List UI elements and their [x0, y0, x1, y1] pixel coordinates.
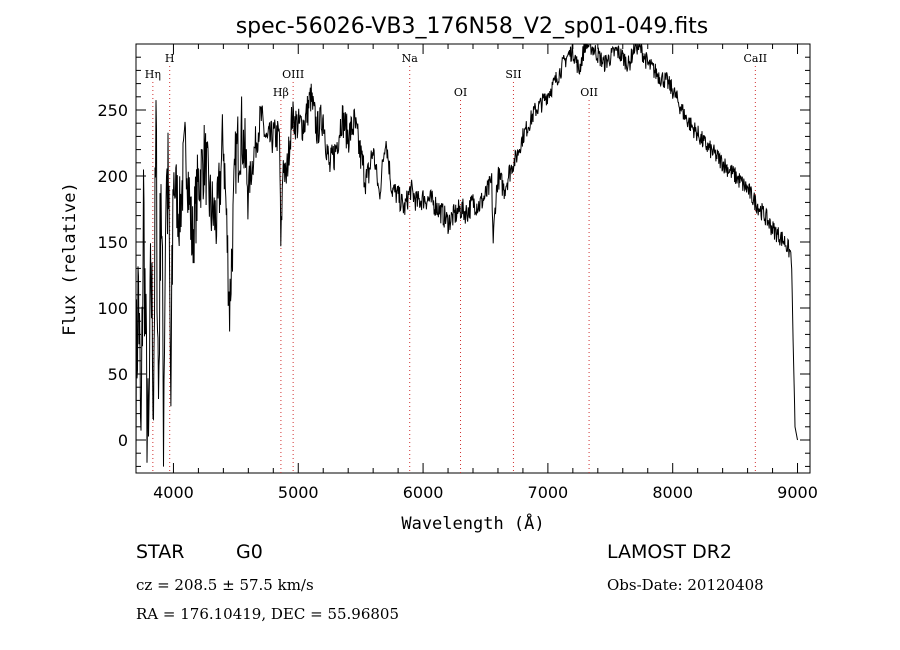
x-tick-label: 7000 [528, 483, 569, 502]
x-axis-label: Wavelength (Å) [401, 512, 544, 534]
line-marker-label: OIII [282, 68, 304, 81]
axis-ticks: 4000 5000 6000 7000 8000 9000 0 50 100 150 200 250 [97, 44, 818, 502]
coordinates: RA = 176.10419, DEC = 55.96805 [136, 605, 400, 623]
object-class: STAR [136, 541, 185, 563]
survey-name: LAMOST DR2 [607, 541, 732, 563]
line-marker-label: OI [454, 86, 467, 99]
y-tick-label: 150 [97, 233, 128, 252]
chart-title: spec-56026-VB3_176N58_V2_sp01-049.fits [236, 14, 709, 39]
line-marker-label: H [165, 52, 175, 65]
line-marker-label: CaII [743, 52, 767, 65]
y-tick-label: 100 [97, 299, 128, 318]
x-tick-label: 8000 [652, 483, 693, 502]
observation-date: Obs-Date: 20120408 [607, 576, 764, 594]
plot-frame [135, 43, 811, 474]
object-subclass: G0 [236, 541, 263, 563]
line-marker-label: Hβ [273, 86, 289, 99]
redshift-velocity: cz = 208.5 ± 57.5 km/s [136, 576, 314, 594]
line-marker-label: Na [402, 52, 419, 65]
line-marker-label: SII [505, 68, 521, 81]
line-marker-label: Hη [145, 68, 161, 81]
spectrum-line [135, 43, 798, 467]
y-tick-label: 50 [108, 365, 128, 384]
y-tick-label: 200 [97, 167, 128, 186]
line-marker-label: OII [580, 86, 598, 99]
x-tick-label: 5000 [278, 483, 319, 502]
spectral-line-markers: Hη H Hβ OIII Na OI SII OII CaII [145, 52, 767, 473]
x-tick-label: 6000 [403, 483, 444, 502]
x-tick-label: 4000 [153, 483, 194, 502]
y-axis-label: Flux (relative) [60, 182, 80, 336]
y-tick-label: 250 [97, 101, 128, 120]
y-tick-label: 0 [118, 431, 128, 450]
x-tick-label: 9000 [777, 483, 818, 502]
